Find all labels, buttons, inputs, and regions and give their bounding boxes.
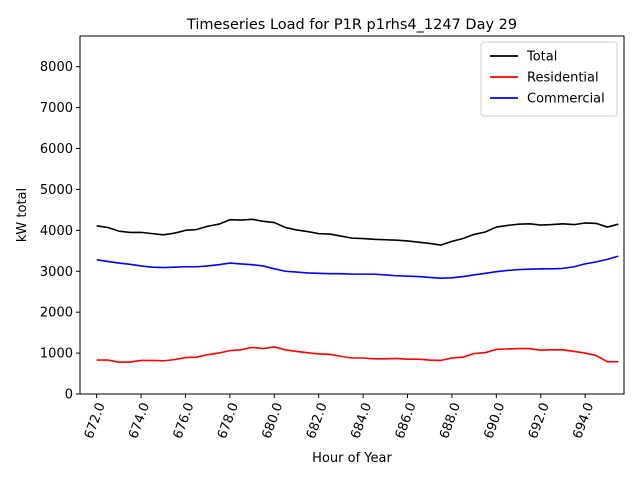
legend-label-commercial: Commercial <box>527 92 605 107</box>
y-axis: 0 1000 2000 3000 4000 5000 6000 7000 8000 <box>40 60 80 403</box>
x-axis-label: Hour of Year <box>312 451 392 466</box>
series-line-total <box>96 218 619 246</box>
series-line-residential <box>96 346 619 363</box>
y-axis-label: kW total <box>15 188 30 242</box>
y-tick-label: 1000 <box>40 347 73 362</box>
y-tick-label: 0 <box>65 388 73 403</box>
plot-frame <box>79 35 625 395</box>
chart-legend: Total Residential Commercial <box>480 41 618 117</box>
y-tick-label: 7000 <box>40 101 73 116</box>
y-tick-label: 5000 <box>40 183 73 198</box>
y-tick-label: 4000 <box>40 224 73 239</box>
y-tick-label: 6000 <box>40 142 73 157</box>
y-tick-label: 3000 <box>40 265 73 280</box>
y-tick-label: 8000 <box>40 60 73 75</box>
y-tick-label: 2000 <box>40 306 73 321</box>
legend-label-total: Total <box>526 50 557 65</box>
legend-label-residential: Residential <box>527 71 599 86</box>
chart-title: Timeseries Load for P1R p1rhs4_1247 Day … <box>186 17 517 33</box>
series-line-commercial <box>96 255 619 280</box>
series-layer <box>96 218 619 363</box>
